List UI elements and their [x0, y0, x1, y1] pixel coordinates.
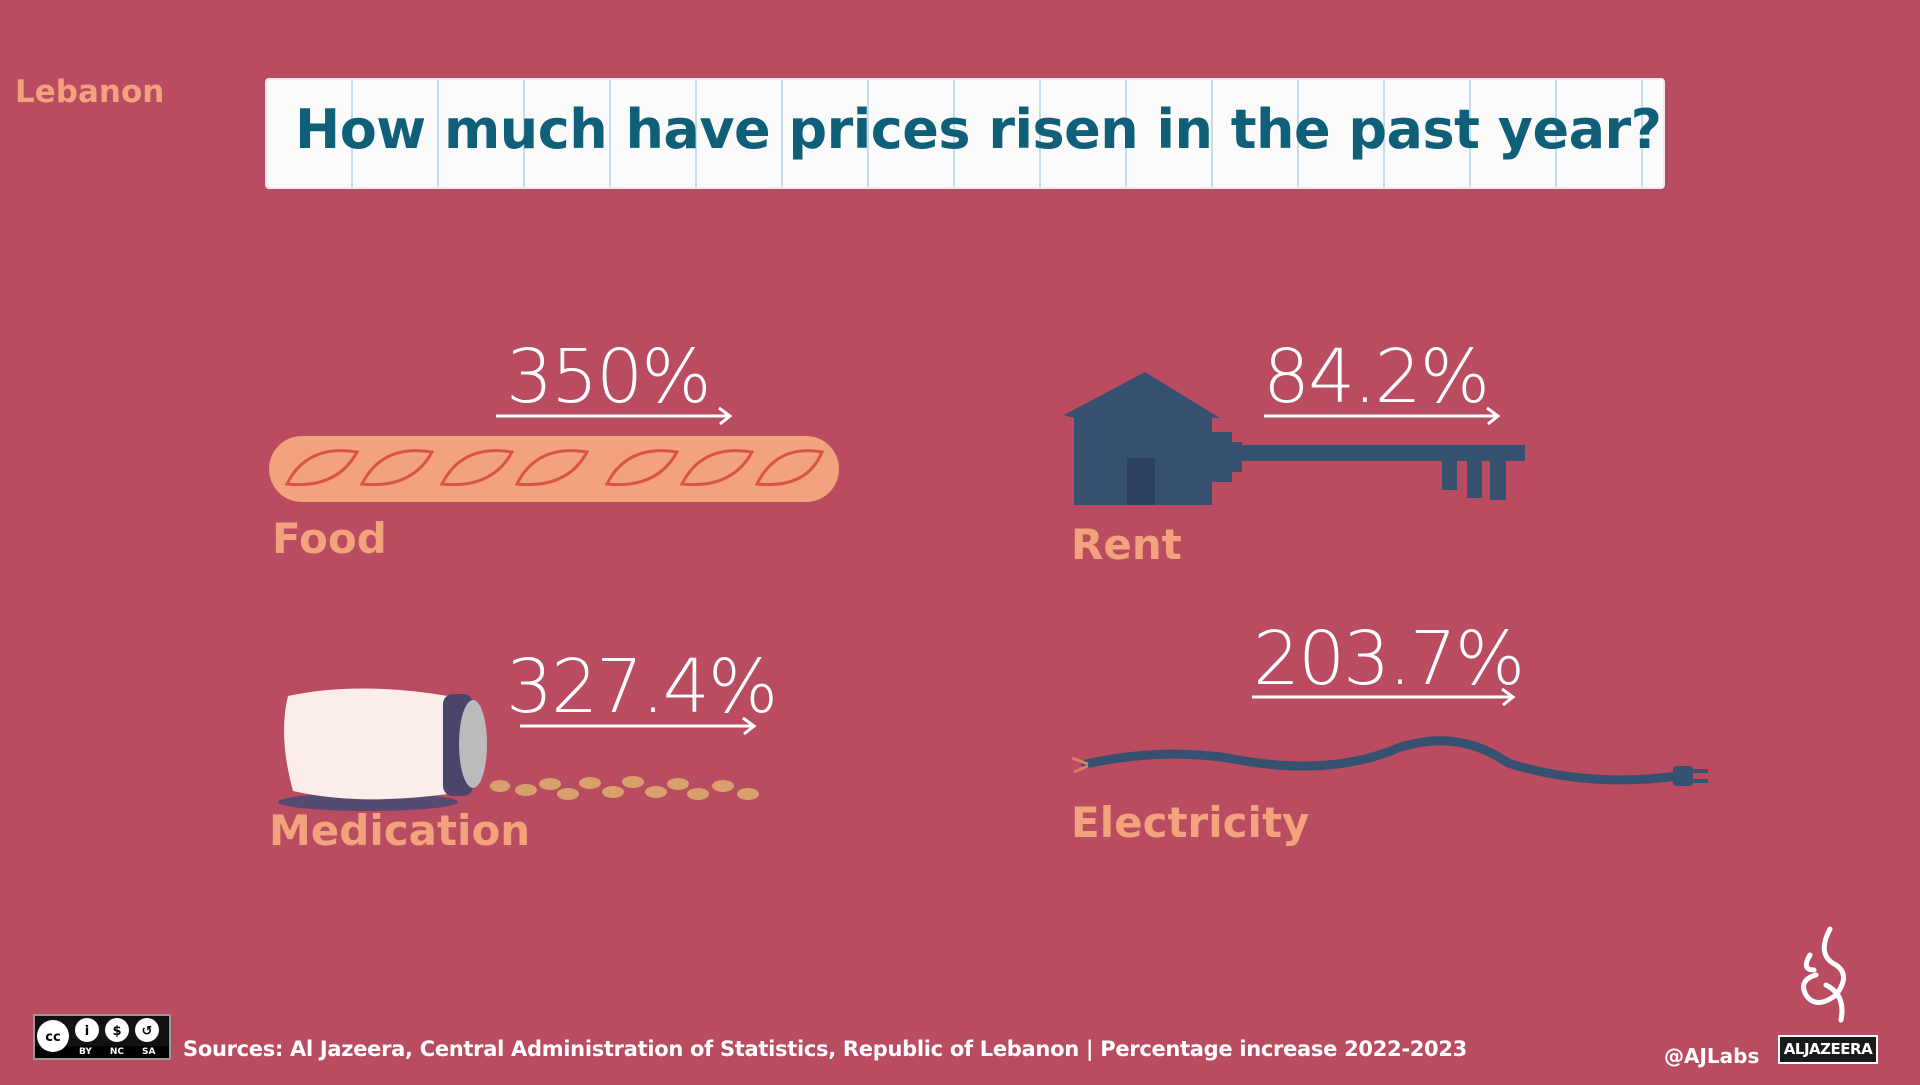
svg-text:i: i — [85, 1024, 89, 1039]
arrow-icon — [1264, 406, 1501, 426]
aljazeera-calligraphy-logo — [1801, 926, 1846, 1023]
ajlabs-handle: @AJLabs — [1664, 1044, 1760, 1068]
medication-label: Medication — [269, 806, 531, 855]
food-label: Food — [272, 514, 387, 563]
sources-text: Sources: Al Jazeera, Central Administrat… — [183, 1037, 1467, 1061]
page-title: How much have prices risen in the past y… — [295, 98, 1662, 161]
arrow-icon — [1252, 687, 1516, 707]
arrow-icon — [496, 406, 733, 426]
rent-label: Rent — [1071, 520, 1182, 569]
food-value: 350% — [506, 334, 712, 420]
pill-bottle-icon — [278, 688, 759, 811]
svg-text:↺: ↺ — [142, 1024, 153, 1039]
medication-value: 327.4% — [506, 644, 778, 730]
house-key-icon — [1064, 372, 1525, 505]
baguette-icon — [269, 436, 839, 502]
rent-value: 84.2% — [1263, 334, 1490, 420]
cc-sa: SA — [142, 1047, 156, 1057]
arrow-icon — [520, 716, 757, 736]
cc-by: BY — [79, 1047, 92, 1057]
aljazeera-logo: ALJAZEERA — [1778, 1035, 1878, 1064]
cc-license-badge: cc i $ ↺ — [33, 1014, 171, 1060]
svg-text:$: $ — [112, 1024, 121, 1039]
electricity-label: Electricity — [1071, 798, 1310, 847]
cc-icon: cc i $ ↺ — [35, 1018, 169, 1058]
kicker-lebanon: Lebanon — [15, 74, 165, 110]
electricity-value: 203.7% — [1253, 616, 1525, 702]
svg-text:cc: cc — [45, 1030, 60, 1045]
power-cord-icon — [1071, 736, 1708, 786]
title-box — [267, 80, 1663, 187]
cc-nc: NC — [109, 1047, 125, 1057]
